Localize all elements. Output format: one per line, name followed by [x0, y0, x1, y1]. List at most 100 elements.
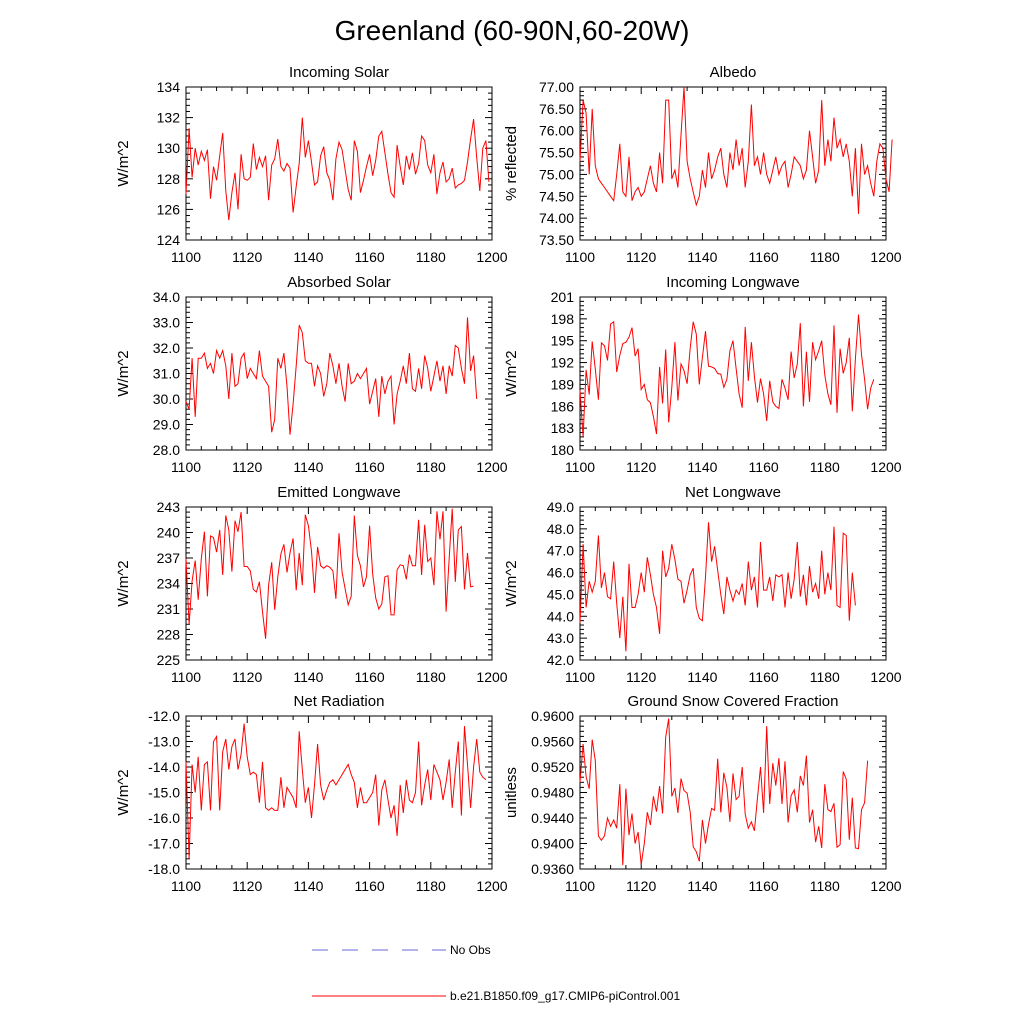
- model-series-line: [186, 509, 474, 639]
- y-tick-label: 46.0: [547, 565, 574, 581]
- x-tick-label: 1180: [416, 669, 446, 685]
- y-tick-label: 132: [157, 110, 181, 126]
- x-tick-label: 1120: [232, 878, 262, 894]
- x-tick-label: 1180: [416, 878, 446, 894]
- y-tick-label: 198: [551, 311, 575, 327]
- x-tick-label: 1200: [476, 669, 507, 685]
- x-tick-label: 1140: [293, 669, 323, 685]
- plot-frame: [186, 297, 492, 450]
- y-axis-label: W/m^2: [503, 560, 520, 606]
- figure: Greenland (60-90N,60-20W) Incoming Solar…: [0, 0, 1024, 1024]
- x-tick-label: 1160: [749, 669, 779, 685]
- x-tick-label: 1140: [687, 669, 717, 685]
- panel-7: Net Radiation 1100 1120 1140 1160 1180 1200 -18…: [115, 693, 508, 894]
- x-tick-label: 1100: [565, 878, 595, 894]
- x-tick-label: 1100: [171, 249, 201, 265]
- y-tick-label: 44.0: [547, 608, 574, 624]
- x-tick-label: 1200: [870, 878, 901, 894]
- x-tick-label: 1200: [476, 459, 507, 475]
- panel-1: Incoming Solar 1100 1120 1140 1160 1180 1200 12…: [115, 64, 508, 265]
- x-tick-label: 1140: [293, 878, 323, 894]
- y-axis-label: W/m^2: [503, 350, 520, 396]
- x-tick-label: 1200: [870, 669, 901, 685]
- x-tick-label: 1180: [810, 669, 840, 685]
- x-tick-label: 1160: [749, 878, 779, 894]
- y-tick-label: 231: [157, 601, 181, 617]
- y-tick-label: 180: [551, 442, 575, 458]
- y-axis-label: W/m^2: [115, 350, 132, 396]
- y-tick-label: 76.50: [539, 101, 574, 117]
- y-tick-label: 234: [157, 576, 181, 592]
- plot-frame: [580, 507, 886, 660]
- plot-frame: [186, 87, 492, 240]
- x-tick-label: 1100: [171, 669, 201, 685]
- x-tick-label: 1100: [565, 459, 595, 475]
- y-tick-label: 183: [551, 420, 575, 436]
- y-axis-label: W/m^2: [115, 140, 132, 186]
- y-tick-label: 30.0: [153, 391, 180, 407]
- y-tick-label: 75.50: [539, 145, 574, 161]
- y-axis-label: % reflected: [503, 126, 520, 201]
- x-tick-label: 1100: [565, 669, 595, 685]
- y-tick-label: 0.9560: [531, 734, 574, 750]
- y-tick-label: 134: [157, 79, 181, 95]
- x-tick-label: 1120: [626, 669, 656, 685]
- x-tick-label: 1120: [232, 249, 262, 265]
- y-tick-label: 74.50: [539, 188, 574, 204]
- x-tick-label: 1100: [171, 459, 201, 475]
- y-tick-label: -15.0: [148, 785, 180, 801]
- x-tick-label: 1140: [293, 249, 323, 265]
- y-tick-label: 45.0: [547, 586, 574, 602]
- x-tick-label: 1180: [810, 459, 840, 475]
- legend: No Obs b.e21.B1850.f09_g17.CMIP6-piContr…: [312, 943, 680, 1003]
- y-tick-label: 0.9480: [531, 785, 574, 801]
- panel-title: Albedo: [710, 64, 757, 81]
- model-series-line: [580, 522, 855, 651]
- y-tick-label: 34.0: [153, 289, 180, 305]
- y-tick-label: 31.0: [153, 366, 180, 382]
- panel-title: Net Radiation: [294, 693, 385, 710]
- y-tick-label: -16.0: [148, 810, 180, 826]
- panel-3: Absorbed Solar 1100 1120 1140 1160 1180 1200 28…: [115, 274, 508, 475]
- y-tick-label: 77.00: [539, 79, 574, 95]
- x-tick-label: 1140: [293, 459, 323, 475]
- panel-title: Net Longwave: [685, 484, 781, 501]
- y-tick-label: 128: [157, 171, 181, 187]
- y-tick-label: 48.0: [547, 521, 574, 537]
- y-tick-label: 189: [551, 376, 575, 392]
- model-series-line: [580, 87, 892, 214]
- y-tick-label: 47.0: [547, 543, 574, 559]
- x-tick-label: 1160: [355, 878, 385, 894]
- plot-frame: [186, 716, 492, 869]
- y-tick-label: 0.9360: [531, 861, 574, 877]
- x-tick-label: 1120: [232, 669, 262, 685]
- x-tick-label: 1100: [171, 878, 201, 894]
- x-tick-label: 1180: [810, 878, 840, 894]
- x-tick-label: 1160: [355, 249, 385, 265]
- y-tick-label: 240: [157, 525, 181, 541]
- y-tick-label: -18.0: [148, 861, 180, 877]
- x-tick-label: 1100: [565, 249, 595, 265]
- legend-model-label: b.e21.B1850.f09_g17.CMIP6-piControl.001: [450, 989, 680, 1003]
- y-axis-label: W/m^2: [115, 560, 132, 606]
- x-tick-label: 1120: [626, 249, 656, 265]
- y-tick-label: 130: [157, 140, 181, 156]
- panel-5: Emitted Longwave 1100 1120 1140 1160 1180 1200…: [115, 484, 508, 685]
- model-series-line: [186, 724, 486, 859]
- plot-frame: [186, 507, 492, 660]
- y-tick-label: 29.0: [153, 417, 180, 433]
- panels: Incoming Solar 1100 1120 1140 1160 1180 1200 12…: [115, 64, 902, 894]
- y-tick-label: 225: [157, 652, 181, 668]
- y-tick-label: 124: [157, 232, 181, 248]
- y-tick-label: 201: [551, 289, 575, 305]
- y-tick-label: -13.0: [148, 734, 180, 750]
- x-tick-label: 1120: [626, 459, 656, 475]
- y-tick-label: -17.0: [148, 836, 180, 852]
- plot-frame: [580, 87, 886, 240]
- y-tick-label: 228: [157, 627, 181, 643]
- y-tick-label: -12.0: [148, 708, 180, 724]
- x-tick-label: 1120: [232, 459, 262, 475]
- model-series-line: [580, 315, 874, 437]
- legend-obs-label: No Obs: [450, 943, 491, 957]
- x-tick-label: 1200: [870, 459, 901, 475]
